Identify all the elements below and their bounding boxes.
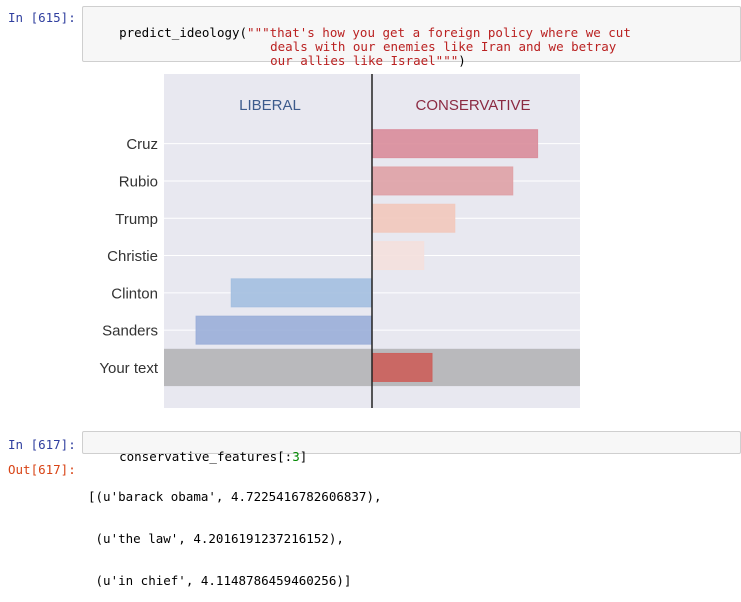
category-label-sanders: Sanders xyxy=(102,323,158,340)
bar-clinton xyxy=(230,278,373,308)
category-label-cruz: Cruz xyxy=(126,136,158,153)
liberal-header: LIBERAL xyxy=(239,97,301,114)
ideology-bar-chart: Cruz Rubio Trump Christie Clinton Sanders Your… xyxy=(99,74,580,408)
category-label-christie: Christie xyxy=(107,248,158,265)
code-function-name: predict_ideology( xyxy=(119,25,248,40)
output-line: (u'the law', 4.2016191237216152), xyxy=(88,531,344,546)
bar-christie xyxy=(371,241,425,271)
code-string-line-3: our allies like Israel""" xyxy=(270,53,459,68)
code-variable: conservative_features xyxy=(119,449,278,464)
output-line: [(u'barack obama', 4.7225416782606837), xyxy=(88,489,382,504)
category-label-clinton: Clinton xyxy=(111,285,158,302)
output-text-617[interactable]: [(u'barack obama', 4.7225416782606837), … xyxy=(88,462,382,602)
output-line: (u'in chief', 4.1148786459460256)] xyxy=(88,573,352,588)
code-slice-number: 3 xyxy=(292,449,300,464)
code-slice-open: [: xyxy=(277,449,293,464)
category-label-your-text: Your text xyxy=(99,360,158,377)
input-prompt-615: In [615]: xyxy=(8,10,76,25)
bar-sanders xyxy=(195,315,373,345)
code-string-line-2: deals with our enemies like Iran and we … xyxy=(270,39,617,54)
code-close-paren: ) xyxy=(458,53,466,68)
output-prompt-617: Out[617]: xyxy=(8,462,76,477)
category-labels: Cruz Rubio Trump Christie Clinton Sanders Your… xyxy=(99,136,158,377)
bar-rubio xyxy=(371,166,514,196)
input-prompt-617: In [617]: xyxy=(8,437,76,452)
code-string-line-1: """that's how you get a foreign policy w… xyxy=(247,25,631,40)
code-cell-615[interactable]: predict_ideology("""that's how you get a… xyxy=(82,6,741,68)
bar-your-text xyxy=(371,352,433,382)
bar-cruz xyxy=(371,129,539,159)
conservative-header: CONSERVATIVE xyxy=(415,97,530,114)
code-slice-close: ] xyxy=(299,449,308,464)
category-label-rubio: Rubio xyxy=(119,173,158,190)
bar-trump xyxy=(371,203,456,233)
code-cell-617[interactable]: conservative_features[:3] xyxy=(82,431,741,464)
category-label-trump: Trump xyxy=(115,211,158,228)
bars-group xyxy=(195,129,539,382)
